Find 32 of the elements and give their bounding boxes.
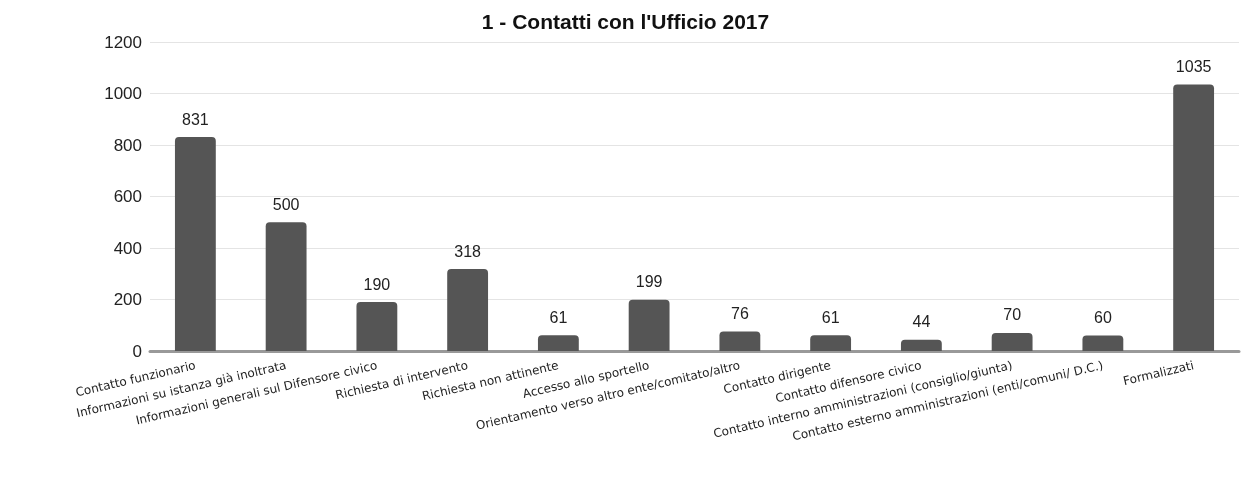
y-tick-label: 400 — [113, 238, 142, 258]
data-label: 61 — [821, 308, 840, 326]
bar — [265, 222, 307, 351]
data-label: 190 — [363, 275, 391, 293]
y-tick-label: 600 — [113, 187, 142, 206]
y-tick-label: 1000 — [104, 84, 142, 103]
bar — [810, 335, 852, 351]
data-label: 199 — [635, 273, 663, 291]
data-label: 1035 — [1175, 57, 1212, 75]
bar — [900, 339, 942, 351]
y-tick-label: 0 — [132, 341, 142, 361]
chart-title: 1 - Contatti con l'Ufficio 2017 — [481, 10, 770, 33]
data-label: 500 — [272, 195, 300, 213]
y-tick-label: 200 — [113, 290, 142, 309]
bar — [1173, 84, 1215, 351]
bar — [447, 269, 489, 351]
y-tick-label: 800 — [113, 135, 142, 155]
data-label: 60 — [1093, 309, 1112, 327]
bar — [991, 332, 1033, 351]
data-label: 76 — [730, 304, 749, 322]
data-label: 318 — [454, 242, 482, 260]
data-label: 831 — [182, 110, 209, 128]
bar — [628, 299, 670, 351]
bar — [1082, 335, 1124, 351]
data-label: 44 — [912, 313, 931, 331]
bar — [356, 302, 398, 351]
bar — [537, 335, 579, 351]
bar — [174, 137, 216, 351]
bar — [719, 331, 761, 351]
data-label: 61 — [549, 308, 568, 326]
y-tick-label: 1200 — [104, 32, 142, 52]
data-label: 70 — [1003, 306, 1022, 324]
